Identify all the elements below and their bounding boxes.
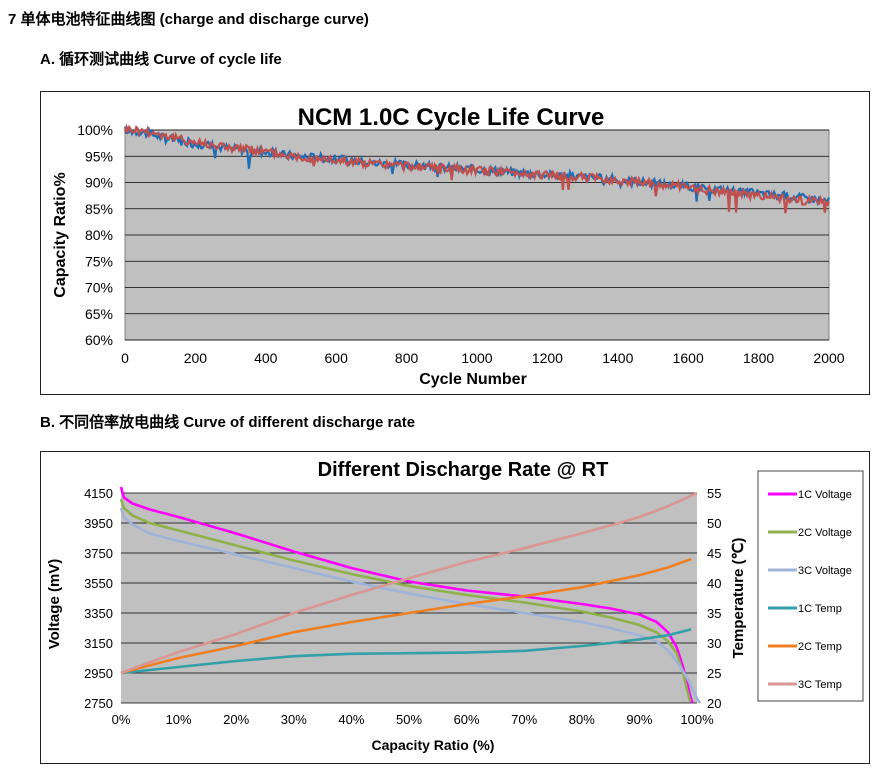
x-tick-label: 1000 [461,350,492,366]
section-heading: 7 单体电池特征曲线图 (charge and discharge curve) [8,11,369,28]
discharge-rate-chart-frame: 2750 2950 3150 3350 3550 3750 3950 4150 20 25 30 35… [40,451,870,764]
y-tick-label: 90% [85,175,113,191]
y-tick-label: 3150 [84,636,113,651]
series-line-2c-voltage [119,498,692,702]
legend-label: 3C Temp [798,679,842,691]
legend-label: 1C Voltage [798,489,852,501]
x-tick-label: 1800 [743,350,774,366]
y-tick-label: 70% [85,280,113,296]
y-tick-label: 100% [77,122,113,138]
y-tick-label: 4150 [84,486,113,501]
legend-label: 2C Voltage [798,527,852,539]
chart-title: Different Discharge Rate @ RT [318,459,609,481]
y-tick-label: 75% [85,253,113,269]
x-tick-label: 40% [338,712,364,727]
legend-label: 2C Temp [798,641,842,653]
y-tick-label: 2950 [84,666,113,681]
y-tick-label: 60% [85,332,113,348]
x-tick-label: 1400 [602,350,633,366]
x-tick-label: 400 [254,350,278,366]
x-tick-label: 200 [184,350,208,366]
x-tick-label: 20% [223,712,249,727]
y-tick-label: 80% [85,227,113,243]
y2-tick-label: 40 [707,576,721,591]
x-tick-label: 30% [281,712,307,727]
y-tick-label: 3950 [84,516,113,531]
y2-axis-label: Temperature (℃) [730,538,747,659]
y-tick-label: 3350 [84,606,113,621]
y2-tick-label: 45 [707,546,721,561]
y-tick-label: 3550 [84,576,113,591]
y2-tick-label: 55 [707,486,721,501]
y-axis-label: Voltage (mV) [46,559,63,650]
discharge-rate-chart: 2750295031503350355037503950415020253035… [46,459,864,753]
y-tick-label: 95% [85,148,113,164]
y2-tick-label: 50 [707,516,721,531]
subheading-discharge-rate: B. 不同倍率放电曲线 Curve of different discharge… [40,414,416,431]
x-tick-label: 0 [121,350,129,366]
y-tick-label: 2750 [84,696,113,711]
x-axis-label: Cycle Number [419,371,527,388]
legend-label: 1C Temp [798,603,842,615]
x-tick-label: 10% [166,712,192,727]
series-line-1c-temp [120,627,692,675]
x-tick-label: 0% [112,712,131,727]
legend-label: 3C Voltage [798,565,852,577]
x-tick-label: 2000 [813,350,844,366]
subheading-cycle-life: A. 循环测试曲线 Curve of cycle life [40,51,282,68]
y2-tick-label: 20 [707,696,721,711]
cycle-life-chart: 60% 65% 70% 75% 80% 85% 90% 95% 100% 0 200 400 600 80… [52,104,845,388]
x-tick-label: 70% [511,712,537,727]
series-line-2 [123,123,830,214]
x-tick-label: 90% [626,712,652,727]
y-tick-label: 65% [85,306,113,322]
chart-title: NCM 1.0C Cycle Life Curve [298,104,605,131]
x-tick-label: 1600 [673,350,704,366]
y-tick-label: 3750 [84,546,113,561]
x-tick-label: 50% [396,712,422,727]
y2-tick-label: 35 [707,606,721,621]
series-line-3c-temp [120,491,698,675]
x-tick-label: 100% [680,712,714,727]
x-tick-label: 800 [395,350,419,366]
x-tick-label: 600 [325,350,349,366]
cycle-life-chart-frame: 60% 65% 70% 75% 80% 85% 90% 95% 100% 0 200 400 600 80… [40,91,870,395]
x-tick-label: 80% [569,712,595,727]
y-axis-label: Capacity Ratio% [52,172,69,297]
x-tick-label: 1200 [532,350,563,366]
series-line-2c-temp [120,557,692,675]
y2-tick-label: 25 [707,666,721,681]
legend-box [757,470,864,702]
y2-tick-label: 30 [707,636,721,651]
x-tick-label: 60% [454,712,480,727]
series-line-3c-voltage [119,507,701,704]
y-tick-label: 85% [85,201,113,217]
x-axis-label: Capacity Ratio (%) [372,737,495,753]
